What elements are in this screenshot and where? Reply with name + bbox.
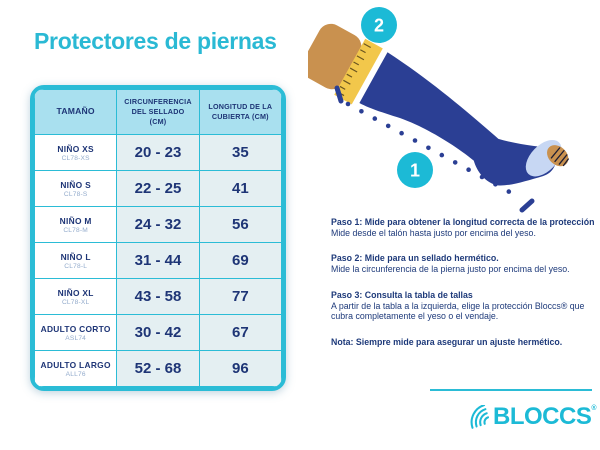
length-value: 35 [198,134,282,171]
length-value: 41 [198,170,282,207]
measure-dotted-line [334,85,535,213]
note-text: Nota: Siempre mide para asegurar un ajus… [331,337,563,348]
measuring-tape [334,38,383,105]
length-value: 96 [198,350,282,387]
step-1-body: Mide desde el talón hasta justo por enci… [331,227,536,238]
circumference-value: 43 - 58 [116,278,200,315]
bloccs-logo: BLOCCS® [466,405,596,429]
size-name: ADULTO LARGO [40,359,111,370]
table-row: NIÑO S CL78-S 22 - 25 41 [34,170,282,207]
size-code: CL78-S [63,190,88,198]
size-code: ALL76 [65,370,86,378]
step-2: Paso 2: Mide para un sellado hermético. … [331,253,595,274]
size-code: ASL74 [65,334,87,342]
table-row: NIÑO XS CL78-XS 20 - 23 35 [34,134,282,171]
instructions: Paso 1: Mide para obtener la longitud co… [331,217,595,348]
circumference-value: 30 - 42 [116,314,200,351]
leg-illustration: 2 1 [301,0,600,220]
size-name: NIÑO L [60,251,91,262]
table-row: NIÑO L CL78-L 31 - 44 69 [34,242,282,279]
table-row: ADULTO LARGO ALL76 52 - 68 96 [34,350,282,387]
step-1-heading: Paso 1: Mide para obtener la longitud co… [331,217,595,227]
circumference-value: 31 - 44 [116,242,200,279]
table-header-row: TAMAÑO CIRCUNFERENCIA DEL SELLADO (CM) L… [34,89,282,135]
size-code: CL78-XS [61,154,90,162]
size-name: NIÑO XS [57,143,94,154]
leg-cast [359,52,557,186]
header-tamano: TAMAÑO [34,89,118,135]
registered-mark: ® [591,405,597,412]
length-value: 67 [198,314,282,351]
circumference-value: 24 - 32 [116,206,200,243]
badge-2-number: 2 [374,16,384,36]
length-value: 77 [198,278,282,315]
toes [547,145,569,167]
step-3: Paso 3: Consulta la tabla de tallas A pa… [331,290,595,322]
logo-divider [430,389,592,391]
size-code: CL78-L [64,262,88,270]
badge-1-length: 1 [397,152,433,188]
size-code: CL78-M [63,226,88,234]
badge-1-number: 1 [410,161,420,181]
size-name: NIÑO M [59,215,92,226]
circumference-value: 20 - 23 [116,134,200,171]
size-name: ADULTO CORTO [40,323,111,334]
length-value: 56 [198,206,282,243]
step-3-heading: Paso 3: Consulta la tabla de tallas [331,289,473,300]
step-3-body: A partir de la tabla a la izquierda, eli… [331,300,585,322]
size-name: NIÑO S [60,179,91,190]
step-1: Paso 1: Mide para obtener la longitud co… [331,217,595,238]
badge-2-circumference: 2 [361,7,397,43]
size-name: NIÑO XL [57,287,94,298]
logo-wordmark: BLOCCS® [493,403,597,430]
circumference-value: 22 - 25 [116,170,200,207]
size-table: TAMAÑO CIRCUNFERENCIA DEL SELLADO (CM) L… [34,89,282,387]
header-longitud: LONGITUD DE LA CUBIERTA (CM) [198,89,282,135]
page-title: Protectores de piernas [34,28,277,54]
length-value: 69 [198,242,282,279]
table-row: ADULTO CORTO ASL74 30 - 42 67 [34,314,282,351]
table-row: NIÑO M CL78-M 24 - 32 56 [34,206,282,243]
step-2-heading: Paso 2: Mide para un sellado hermético. [331,253,499,264]
table-row: NIÑO XL CL78-XL 43 - 58 77 [34,278,282,315]
circumference-value: 52 - 68 [116,350,200,387]
step-2-body: Mide la circunferencia de la pierna just… [331,264,570,275]
header-circunferencia: CIRCUNFERENCIA DEL SELLADO (CM) [116,89,200,135]
wave-icon [470,405,490,429]
size-code: CL78-XL [61,298,90,306]
size-table-card: TAMAÑO CIRCUNFERENCIA DEL SELLADO (CM) L… [30,85,286,391]
